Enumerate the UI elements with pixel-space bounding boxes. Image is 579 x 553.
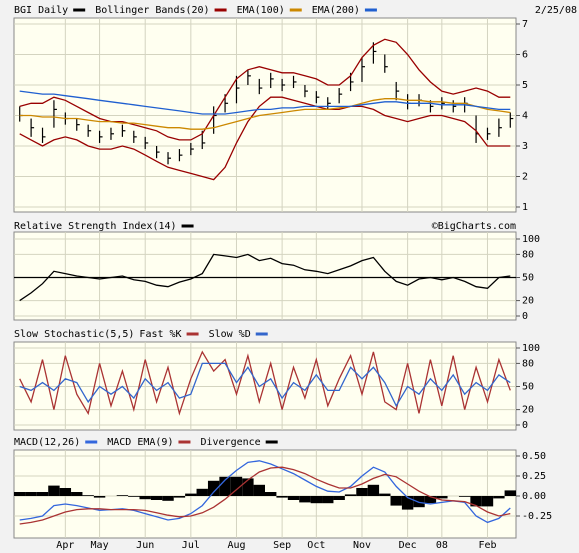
divergence-bar <box>458 496 471 497</box>
x-tick-label: Oct <box>307 540 325 551</box>
panel-title: Slow Stochastic(5,5) <box>14 329 134 340</box>
y-tick-label: 0.50 <box>522 451 546 462</box>
date-label: 2/25/08 <box>535 5 577 16</box>
legend-label: Bollinger Bands(20) <box>95 5 209 16</box>
divergence-bar <box>310 496 323 504</box>
y-tick-label: 0 <box>522 311 528 322</box>
y-tick-label: 7 <box>522 19 528 30</box>
y-tick-label: 100 <box>522 343 540 354</box>
divergence-bar <box>470 496 482 507</box>
y-tick-label: 20 <box>522 296 534 307</box>
legend-label: Divergence <box>200 437 260 448</box>
y-tick-label: -0.25 <box>522 511 552 522</box>
divergence-bar <box>253 484 265 496</box>
y-tick-label: 100 <box>522 234 540 245</box>
y-tick-label: 80 <box>522 358 534 369</box>
series-line <box>19 98 511 130</box>
divergence-bar <box>71 492 83 496</box>
divergence-bar <box>93 496 106 498</box>
divergence-bar <box>139 496 151 500</box>
y-tick-label: 50 <box>522 382 534 393</box>
series-line <box>19 466 511 525</box>
divergence-bar <box>401 496 414 510</box>
x-tick-label: Jun <box>136 540 154 551</box>
divergence-bar <box>59 488 72 496</box>
divergence-bar <box>322 496 334 504</box>
legend-label: Slow %D <box>209 329 251 340</box>
divergence-bar <box>173 496 186 498</box>
divergence-bar <box>299 496 311 503</box>
x-tick-label: Apr <box>56 540 74 551</box>
divergence-bar <box>185 493 197 496</box>
x-tick-label: Nov <box>353 540 371 551</box>
divergence-bar <box>219 476 231 496</box>
divergence-bar <box>344 494 357 496</box>
divergence-bar <box>230 476 243 496</box>
legend-label: Fast %K <box>139 329 181 340</box>
divergence-bar <box>116 495 129 496</box>
divergence-bar <box>287 496 300 500</box>
divergence-bar <box>356 488 368 496</box>
divergence-bar <box>150 496 163 500</box>
divergence-bar <box>333 496 345 500</box>
x-tick-label: Feb <box>478 540 496 551</box>
divergence-bar <box>162 496 174 501</box>
y-tick-label: 50 <box>522 273 534 284</box>
y-tick-label: 0 <box>522 420 528 431</box>
divergence-bar <box>493 496 505 499</box>
divergence-bar <box>36 492 49 496</box>
x-tick-label: Aug <box>227 540 245 551</box>
x-tick-label: 08 <box>436 540 448 551</box>
legend-label: Relative Strength Index(14) <box>14 221 177 232</box>
divergence-bar <box>196 488 208 496</box>
plot-area <box>13 231 517 321</box>
divergence-bar <box>413 496 425 508</box>
y-tick-label: 20 <box>522 405 534 416</box>
watermark: ©BigCharts.com <box>432 221 516 232</box>
divergence-bar <box>14 492 26 496</box>
y-tick-label: 3 <box>522 141 528 152</box>
divergence-bar <box>504 490 516 496</box>
band-upper <box>19 38 511 141</box>
divergence-bar <box>207 480 220 496</box>
legend-label: EMA(100) <box>237 5 285 16</box>
divergence-bar <box>276 496 288 498</box>
series-line <box>19 90 511 115</box>
series-line <box>19 460 511 524</box>
y-tick-label: 2 <box>522 172 528 183</box>
divergence-bar <box>379 493 391 496</box>
y-tick-label: 1 <box>522 202 528 213</box>
x-tick-label: Dec <box>399 540 417 551</box>
divergence-bar <box>128 496 140 497</box>
band-lower <box>19 96 511 181</box>
divergence-bar <box>48 485 60 496</box>
divergence-bar <box>25 492 37 496</box>
legend-label: BGI Daily <box>14 5 68 16</box>
legend-label: MACD(12,26) <box>14 437 80 448</box>
y-tick-label: 4 <box>522 111 528 122</box>
divergence-bar <box>265 492 277 496</box>
divergence-bar <box>390 496 402 506</box>
x-tick-label: May <box>91 540 109 551</box>
divergence-bar <box>436 496 448 499</box>
divergence-bar <box>82 495 94 496</box>
y-tick-label: 0.00 <box>522 491 546 502</box>
legend-label: MACD EMA(9) <box>107 437 173 448</box>
x-tick-label: Jul <box>182 540 200 551</box>
divergence-bar <box>424 496 437 504</box>
y-tick-label: 5 <box>522 80 528 91</box>
y-tick-label: 0.25 <box>522 471 546 482</box>
x-tick-label: Sep <box>273 540 291 551</box>
series-line <box>19 362 511 408</box>
legend-label: EMA(200) <box>312 5 360 16</box>
divergence-bar <box>481 496 494 507</box>
y-tick-label: 6 <box>522 50 528 61</box>
series-line <box>19 253 511 302</box>
divergence-bar <box>242 478 254 496</box>
divergence-bar <box>367 484 380 496</box>
y-tick-label: 80 <box>522 249 534 260</box>
